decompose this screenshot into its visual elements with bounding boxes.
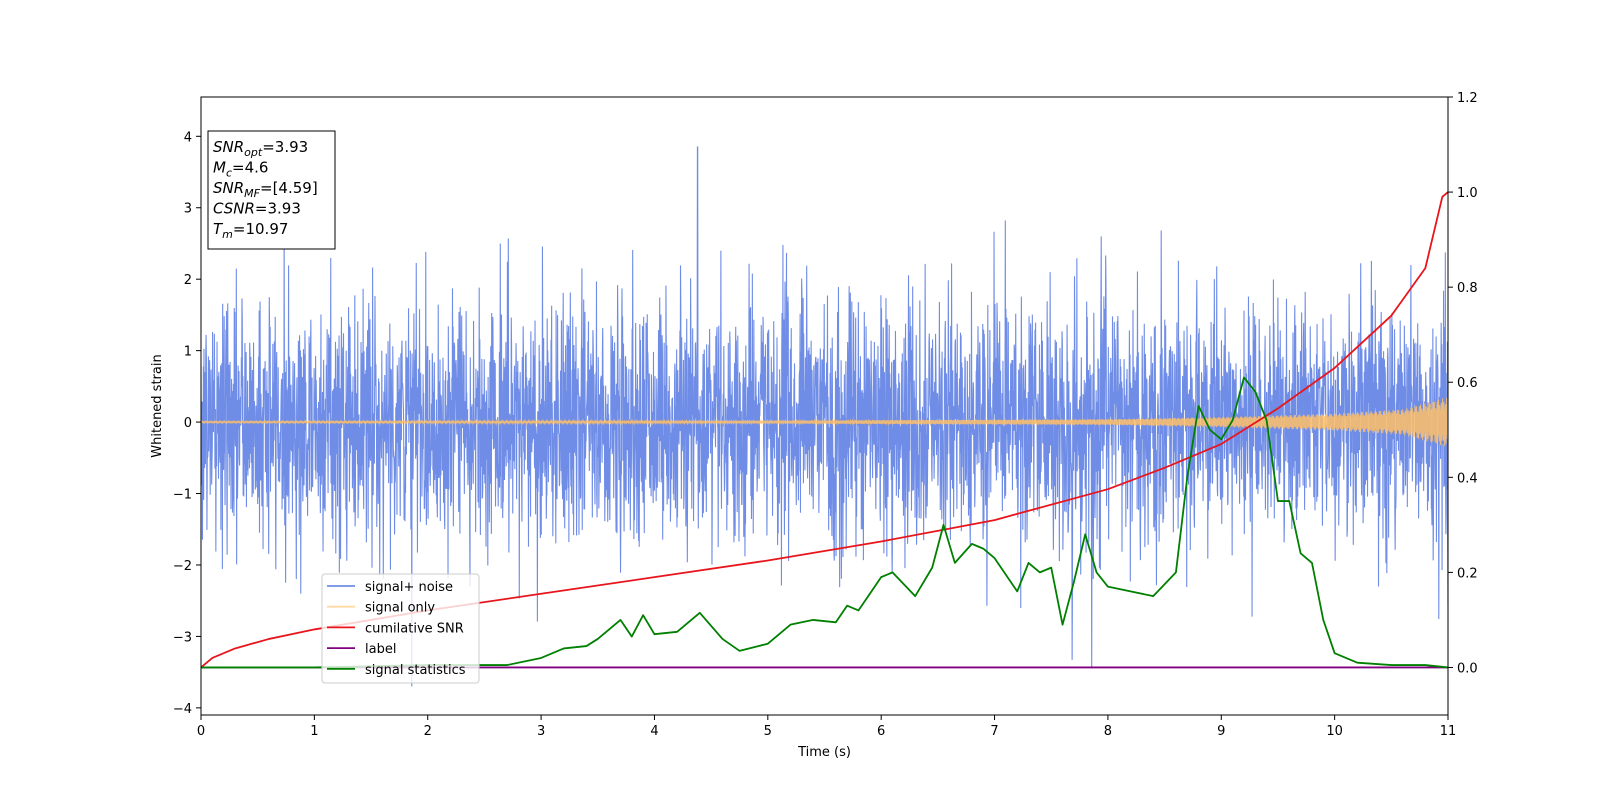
x-tick-label: 6 [877,724,885,739]
legend-label: label [365,642,396,657]
x-tick-label: 0 [197,724,205,739]
y-tick-label: 0 [184,416,192,431]
info-box-line: CSNR=3.93 [213,200,301,218]
y2-tick-label: 1.2 [1457,91,1478,106]
y-tick-label: −1 [173,488,192,503]
y-tick-label: 3 [184,202,192,217]
legend: signal+ noise signal only cumilative SNR la… [321,573,480,684]
y2-tick-label: 0.8 [1457,281,1478,296]
y2-tick-label: 0.0 [1457,661,1478,676]
y2-tick-label: 1.0 [1457,186,1478,201]
y-axis-label: Whitened strain [150,354,165,457]
x-tick-label: 10 [1326,724,1343,739]
series-line-signal-only [201,397,1448,447]
x-tick-label: 1 [310,724,318,739]
y-tick-label: 4 [184,130,192,145]
x-tick-label: 11 [1440,724,1457,739]
x-tick-label: 5 [764,724,772,739]
legend-label: cumilative SNR [365,621,464,636]
info-box-line: Mc=4.6 [213,159,268,180]
plot-frame [200,96,1449,716]
x-tick-label: 3 [537,724,545,739]
legend-label: signal statistics [365,663,466,678]
y-tick-label: 1 [184,345,192,360]
legend-frame [321,573,480,684]
y2-tick-label: 0.2 [1457,566,1478,581]
x-tick-label: 2 [424,724,432,739]
y-tick-label: −2 [173,559,192,574]
y-tick-label: 2 [184,273,192,288]
info-box-line: SNRMF=[4.59] [213,179,318,200]
info-box-line: SNRopt=3.93 [213,138,308,159]
x-tick-label: 7 [990,724,998,739]
y2-tick-label: 0.4 [1457,471,1478,486]
x-axis-label: Time (s) [797,745,851,760]
x-tick-label: 4 [650,724,658,739]
info-box-frame [207,130,336,250]
y-tick-label: −4 [173,702,192,717]
series-line-cumilative-snr [201,191,1448,669]
info-box-line: Tm=10.97 [213,220,288,241]
y2-tick-label: 0.6 [1457,376,1478,391]
y-tick-label: −3 [173,630,192,645]
legend-label: signal only [365,601,435,616]
x-tick-label: 8 [1104,724,1112,739]
legend-label: signal+ noise [365,580,453,595]
ticks-layer: 0 1 2 3 4 5 6 7 8 9 10 11 −4 −3 −2 −1 0 1 2 3 4 0.0 0.2 0.4 0.6 0… [173,91,1478,739]
x-tick-label: 9 [1217,724,1225,739]
series-line-signal-noise [201,146,1448,687]
series-line-signal-statistics [201,376,1448,669]
